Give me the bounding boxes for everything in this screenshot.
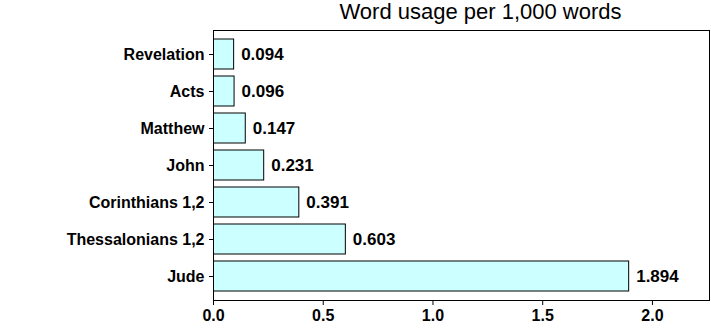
svg-text:Corinthians 1,2: Corinthians 1,2: [89, 194, 205, 211]
svg-text:Acts: Acts: [170, 83, 205, 100]
svg-text:Revelation: Revelation: [124, 46, 205, 63]
svg-text:0.094: 0.094: [241, 45, 284, 64]
svg-text:0.391: 0.391: [306, 193, 349, 212]
svg-text:2.0: 2.0: [641, 307, 663, 324]
svg-text:0.096: 0.096: [242, 82, 285, 101]
svg-text:1.894: 1.894: [636, 267, 679, 286]
svg-text:0.147: 0.147: [253, 119, 296, 138]
svg-text:Jude: Jude: [167, 268, 204, 285]
svg-text:1.5: 1.5: [532, 307, 554, 324]
svg-text:0.5: 0.5: [312, 307, 334, 324]
html-text:Word usage per 1,000 words: Word usage per 1,000 words: [339, 0, 622, 24]
svg-text:Thessalonians 1,2: Thessalonians 1,2: [67, 231, 205, 248]
svg-text:0.0: 0.0: [202, 307, 224, 324]
svg-text:0.603: 0.603: [353, 230, 396, 249]
svg-text:0.231: 0.231: [271, 156, 314, 175]
svg-text:John: John: [166, 157, 204, 174]
svg-text:1.0: 1.0: [422, 307, 444, 324]
svg-text:Matthew: Matthew: [141, 120, 206, 137]
